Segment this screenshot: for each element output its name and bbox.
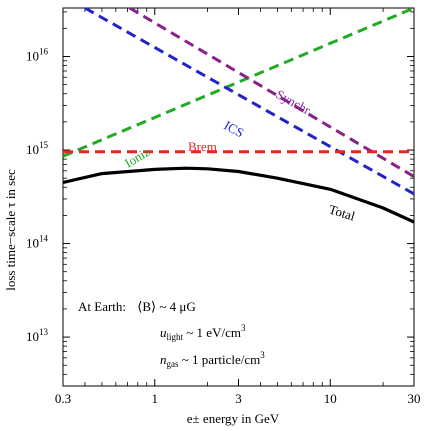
y-tick-label: 1015: [26, 140, 49, 157]
series-label-ioniz: Ioniz: [122, 144, 153, 171]
annotation-b-field: ⟨B⟩ ~ 4 μG: [137, 299, 195, 314]
y-axis-title: loss time−scale τ in sec: [3, 169, 18, 291]
y-tick-label: 1013: [26, 327, 49, 344]
y-tick-label: 1016: [26, 46, 49, 63]
series-label-total: Total: [327, 202, 357, 224]
x-tick-label: 0.3: [55, 391, 71, 406]
annotation-gas-density: ngas ~ 1 particle/cm3: [160, 350, 265, 369]
conditions-annotation: At Earth: ⟨B⟩ ~ 4 μG ulight ~ 1 eV/cm3 n…: [78, 299, 265, 369]
x-tick-label: 3: [235, 391, 242, 406]
series-label-brem: Brem: [188, 139, 217, 154]
x-tick-label: 1: [152, 391, 159, 406]
annotation-prefix: At Earth:: [78, 299, 126, 314]
series-line-total: [63, 166, 414, 224]
x-tick-label: 30: [408, 391, 421, 406]
x-axis-title: e± energy in GeV: [187, 411, 280, 426]
series-label-ics: ICS: [222, 118, 247, 141]
y-tick-label: 1014: [26, 234, 49, 251]
axis-labels: 0.3 1 3 10 30 1013 1014 1015 1016: [26, 46, 421, 406]
x-tick-label: 10: [324, 391, 337, 406]
series-line-synchr: [128, 8, 414, 178]
series-label-synchr: Synchr: [274, 87, 314, 118]
svg-text:At Earth: ⟨B⟩ ~ 4 μG: At Earth: ⟨B⟩ ~ 4 μG: [78, 299, 196, 314]
annotation-light-density: ulight ~ 1 eV/cm3: [160, 323, 246, 342]
series-lines: [63, 8, 414, 224]
